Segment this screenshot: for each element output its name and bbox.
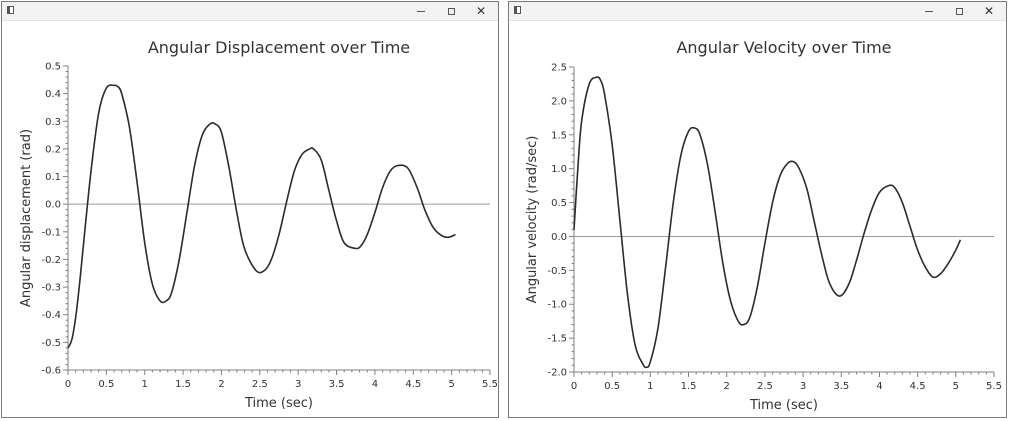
minimize-icon — [925, 10, 933, 12]
y-tick-label: -0.2 — [41, 255, 61, 266]
y-tick-label: 0.4 — [45, 89, 61, 100]
y-tick-label: -0.5 — [547, 266, 567, 277]
x-tick-label: 4.5 — [405, 379, 421, 390]
y-tick-label: 1.5 — [551, 130, 567, 141]
y-tick-label: 0.5 — [551, 198, 567, 209]
x-tick-label: 5.5 — [482, 379, 498, 390]
x-tick-label: 2.5 — [252, 379, 268, 390]
displacement-chart-window: ✕ Angular Displacement over Time 0 0.5 1 1.5… — [1, 1, 499, 418]
y-tick-label: 0.3 — [45, 117, 61, 128]
x-tick-label: 2 — [724, 381, 730, 392]
x-tick-label: 3 — [800, 381, 806, 392]
x-tick-label: 0 — [65, 379, 71, 390]
x-tick-label: 0.5 — [604, 381, 620, 392]
y-tick-label: 0.0 — [551, 232, 567, 243]
y-tick-label: -0.1 — [41, 227, 61, 238]
x-axis-label: Time (sec) — [749, 398, 818, 413]
maximize-icon — [447, 7, 455, 15]
velocity-chart-window: ✕ Angular Velocity over Time 0 0.5 1 1.5 2 2.5… — [508, 1, 1007, 418]
x-axis-label: Time (sec) — [244, 396, 313, 411]
series-line — [573, 76, 962, 369]
window-icon[interactable] — [514, 6, 521, 14]
x-tick-label: 2.5 — [757, 381, 773, 392]
y-tick-label: -2.0 — [547, 368, 567, 379]
close-button[interactable]: ✕ — [974, 2, 1004, 20]
y-tick-label: 1.0 — [551, 164, 567, 175]
x-tick-label: 1 — [142, 379, 148, 390]
displacement-chart: Angular Displacement over Time 0 0.5 1 1.5 2 2… — [19, 38, 498, 411]
y-tick-label: 2.5 — [551, 63, 567, 74]
y-tick-label: 2.0 — [551, 96, 567, 107]
y-tick-label: -0.6 — [41, 366, 61, 377]
x-tick-label: 1 — [647, 381, 653, 392]
window-icon[interactable] — [7, 6, 14, 14]
x-tick-label: 4 — [876, 381, 882, 392]
y-axis-label: Angular velocity (rad/sec) — [525, 136, 540, 304]
x-tick-label: 5 — [448, 379, 454, 390]
y-tick-label: -0.4 — [41, 310, 61, 321]
title-bar[interactable]: ✕ — [2, 2, 498, 21]
maximize-button[interactable] — [944, 2, 974, 20]
x-tick-label: 0 — [571, 381, 577, 392]
x-tick-label: 1.5 — [681, 381, 697, 392]
x-tick-label: 5 — [953, 381, 959, 392]
x-tick-label: 1.5 — [175, 379, 191, 390]
y-tick-label: 0.0 — [45, 200, 61, 211]
chart-title: Angular Velocity over Time — [676, 38, 891, 57]
x-tick-label: 3.5 — [329, 379, 345, 390]
minimize-button[interactable] — [406, 2, 436, 20]
y-tick-label: -1.5 — [547, 334, 567, 345]
y-tick-label: -0.3 — [41, 283, 61, 294]
close-icon: ✕ — [983, 4, 995, 18]
x-tick-label: 0.5 — [98, 379, 114, 390]
velocity-chart: Angular Velocity over Time 0 0.5 1 1.5 2 2.5 3 3… — [525, 38, 1002, 413]
series-line — [67, 84, 456, 349]
y-tick-label: -1.0 — [547, 300, 567, 311]
minimize-button[interactable] — [914, 2, 944, 20]
x-tick-label: 4.5 — [910, 381, 926, 392]
maximize-button[interactable] — [436, 2, 466, 20]
title-bar[interactable]: ✕ — [509, 2, 1006, 21]
x-tick-label: 2 — [218, 379, 224, 390]
chart-title: Angular Displacement over Time — [148, 38, 410, 57]
x-tick-label: 5.5 — [986, 381, 1002, 392]
x-tick-label: 4 — [372, 379, 378, 390]
x-tick-label: 3 — [295, 379, 301, 390]
maximize-icon — [955, 7, 963, 15]
y-tick-label: -0.5 — [41, 338, 61, 349]
close-button[interactable]: ✕ — [466, 2, 496, 20]
y-tick-label: 0.1 — [45, 172, 61, 183]
y-tick-label: 0.2 — [45, 144, 61, 155]
close-icon: ✕ — [475, 4, 487, 18]
x-tick-label: 3.5 — [833, 381, 849, 392]
y-tick-label: 0.5 — [45, 62, 61, 73]
minimize-icon — [417, 10, 425, 12]
y-axis-label: Angular displacement (rad) — [19, 129, 34, 307]
